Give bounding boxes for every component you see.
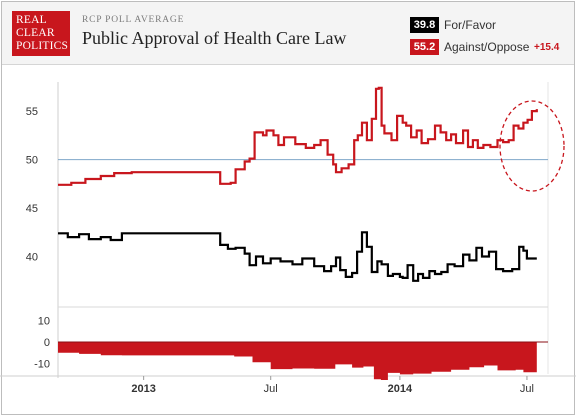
logo-line-1: REAL xyxy=(16,14,47,26)
rcp-logo: REAL CLEAR POLITICS xyxy=(12,11,70,56)
legend-value-against: 55.2 xyxy=(410,39,439,55)
logo-line-2: CLEAR xyxy=(16,27,55,39)
x-tick-label: 2014 xyxy=(388,383,413,395)
chart-kicker: RCP POLL AVERAGE xyxy=(82,15,185,25)
series-line-against xyxy=(58,86,538,186)
legend: 39.8 For/Favor 55.2 Against/Oppose +15.4 xyxy=(410,16,566,60)
legend-label-against: Against/Oppose xyxy=(444,40,530,54)
legend-item-for[interactable]: 39.8 For/Favor xyxy=(410,16,566,34)
legend-value-for: 39.8 xyxy=(410,17,439,33)
legend-item-against[interactable]: 55.2 Against/Oppose +15.4 xyxy=(410,38,566,56)
y-tick-label: 45 xyxy=(26,203,38,215)
chart-header: REAL CLEAR POLITICS RCP POLL AVERAGE Pub… xyxy=(2,2,574,65)
y-tick-label: 55 xyxy=(26,106,38,118)
main-plot-area xyxy=(58,82,548,305)
y-tick-label: 40 xyxy=(26,252,38,264)
highlight-ellipse xyxy=(499,100,565,192)
spread-area xyxy=(58,342,537,380)
spread-y-tick-label: -10 xyxy=(34,358,50,370)
y-tick-label: 50 xyxy=(26,155,38,167)
logo-line-3: POLITICS xyxy=(16,40,69,52)
chart-title: Public Approval of Health Care Law xyxy=(82,28,347,48)
x-tick-label: 2013 xyxy=(131,383,155,395)
spread-y-tick-label: 0 xyxy=(44,337,50,349)
legend-label-for: For/Favor xyxy=(444,18,497,32)
legend-spread: +15.4 xyxy=(534,42,560,53)
series-line-for xyxy=(58,231,537,282)
x-tick-label: Jul xyxy=(264,383,278,395)
x-tick-label: Jul xyxy=(520,383,534,395)
spread-y-tick-label: 10 xyxy=(38,316,50,328)
